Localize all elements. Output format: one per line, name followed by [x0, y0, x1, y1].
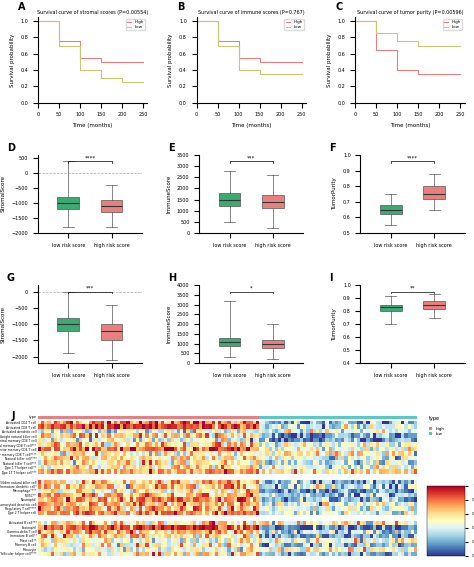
Y-axis label: ImmuneScore: ImmuneScore [166, 175, 172, 213]
Text: D: D [7, 143, 15, 153]
Y-axis label: Survival probability: Survival probability [327, 33, 332, 87]
Text: type: type [428, 416, 439, 421]
PathPatch shape [219, 193, 240, 206]
PathPatch shape [57, 318, 79, 331]
Title: Survival curve of tumor purity (P=0.00596): Survival curve of tumor purity (P=0.0059… [356, 10, 463, 15]
X-axis label: Time (months): Time (months) [231, 123, 272, 128]
Y-axis label: Survival probability: Survival probability [10, 33, 15, 87]
Text: F: F [329, 143, 336, 153]
Text: ***: *** [86, 286, 94, 291]
Text: A: A [18, 2, 26, 12]
PathPatch shape [423, 301, 445, 308]
PathPatch shape [423, 186, 445, 198]
Text: C: C [336, 2, 343, 12]
PathPatch shape [262, 195, 284, 209]
PathPatch shape [380, 205, 401, 214]
Y-axis label: Survival probability: Survival probability [168, 33, 173, 87]
Text: ***: *** [247, 155, 255, 160]
Legend: High, Low: High, Low [126, 19, 145, 31]
Title: Survival curve of immune scores (P=0.767): Survival curve of immune scores (P=0.767… [198, 10, 304, 15]
Text: H: H [168, 273, 176, 284]
Y-axis label: TumorPurity: TumorPurity [332, 177, 337, 210]
PathPatch shape [219, 338, 240, 346]
Legend: High, Low: High, Low [443, 19, 463, 31]
PathPatch shape [57, 197, 79, 209]
Title: Survival curve of stromal scores (P=0.00554): Survival curve of stromal scores (P=0.00… [37, 10, 148, 15]
Y-axis label: StromalScore: StromalScore [1, 306, 6, 342]
Text: B: B [177, 2, 184, 12]
Y-axis label: TumorPurity: TumorPurity [332, 308, 337, 341]
Text: ****: **** [84, 155, 95, 160]
Text: E: E [168, 143, 174, 153]
Text: J: J [11, 411, 15, 421]
Text: G: G [7, 273, 15, 284]
PathPatch shape [380, 305, 401, 311]
PathPatch shape [101, 200, 122, 212]
Text: *: * [250, 286, 253, 291]
PathPatch shape [262, 340, 284, 348]
X-axis label: Time (months): Time (months) [73, 123, 113, 128]
Legend: High, Low: High, Low [284, 19, 304, 31]
Y-axis label: StromalScore: StromalScore [1, 175, 6, 213]
X-axis label: Time (months): Time (months) [390, 123, 430, 128]
Text: **: ** [410, 286, 415, 291]
Text: ****: **** [407, 155, 418, 160]
Y-axis label: ImmuneScore: ImmuneScore [166, 305, 172, 344]
Legend: high, low: high, low [427, 425, 446, 438]
Text: I: I [329, 273, 333, 284]
PathPatch shape [101, 324, 122, 340]
